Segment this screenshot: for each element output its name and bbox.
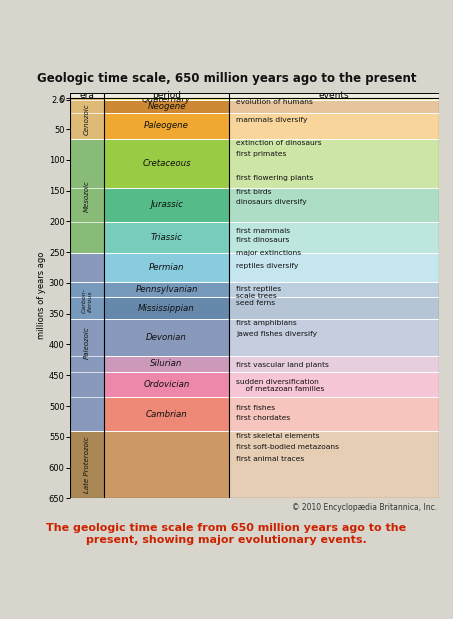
Text: dinosaurs diversify: dinosaurs diversify xyxy=(236,199,306,205)
Text: first flowering plants: first flowering plants xyxy=(236,175,313,181)
Text: reptiles diversify: reptiles diversify xyxy=(236,263,298,269)
Bar xyxy=(70,93,439,98)
Bar xyxy=(104,113,229,139)
Bar xyxy=(229,113,439,139)
Bar xyxy=(104,222,229,253)
Text: Mississippian: Mississippian xyxy=(138,304,195,313)
Text: The geologic time scale from 650 million years ago to the
present, showing major: The geologic time scale from 650 million… xyxy=(47,523,406,545)
Text: Paleogene: Paleogene xyxy=(144,121,189,130)
Bar xyxy=(229,371,439,397)
Text: first dinosaurs: first dinosaurs xyxy=(236,238,289,243)
Text: Cambrian: Cambrian xyxy=(146,410,188,418)
Text: © 2010 Encyclopædia Britannica, Inc.: © 2010 Encyclopædia Britannica, Inc. xyxy=(292,503,437,512)
Text: Carbon-
iferous: Carbon- iferous xyxy=(82,288,92,313)
Bar xyxy=(70,139,104,253)
Bar xyxy=(104,356,229,371)
Text: extinction of dinosaurs: extinction of dinosaurs xyxy=(236,141,321,146)
Bar xyxy=(104,431,229,498)
Bar xyxy=(104,371,229,397)
Bar xyxy=(104,253,229,282)
Bar xyxy=(70,253,104,431)
Text: first animal traces: first animal traces xyxy=(236,456,304,462)
Text: Pennsylvanian: Pennsylvanian xyxy=(135,285,198,294)
Text: sudden diversification
    of metazoan families: sudden diversification of metazoan famil… xyxy=(236,379,324,392)
Text: major extinctions: major extinctions xyxy=(236,250,301,256)
Text: Mesozoic: Mesozoic xyxy=(84,180,90,212)
Text: Cenozoic: Cenozoic xyxy=(84,103,90,134)
Text: events: events xyxy=(319,91,350,100)
Bar xyxy=(229,100,439,113)
Y-axis label: millions of years ago: millions of years ago xyxy=(37,252,46,339)
Bar xyxy=(70,282,104,319)
Text: Ordovician: Ordovician xyxy=(144,379,190,389)
Text: Quaternary: Quaternary xyxy=(142,95,191,104)
Bar xyxy=(229,282,439,297)
Text: first fishes: first fishes xyxy=(236,405,275,411)
Bar xyxy=(229,431,439,498)
Text: first mammals: first mammals xyxy=(236,228,290,233)
Text: Triassic: Triassic xyxy=(151,233,183,242)
Text: mammals diversify: mammals diversify xyxy=(236,117,307,123)
Bar xyxy=(229,356,439,371)
Bar xyxy=(229,98,439,100)
Text: first skeletal elements: first skeletal elements xyxy=(236,433,319,439)
Text: Devonian: Devonian xyxy=(146,333,187,342)
Bar xyxy=(104,397,229,431)
Text: first reptiles
scale trees
seed ferns: first reptiles scale trees seed ferns xyxy=(236,286,281,306)
Bar xyxy=(229,397,439,431)
Text: period: period xyxy=(152,91,181,100)
Text: first amphibians: first amphibians xyxy=(236,321,296,326)
Bar xyxy=(229,188,439,222)
Bar xyxy=(104,98,229,100)
Text: first soft-bodied metazoans: first soft-bodied metazoans xyxy=(236,444,338,449)
Text: Silurian: Silurian xyxy=(150,360,183,368)
Text: first birds: first birds xyxy=(236,189,271,195)
Text: first primates: first primates xyxy=(236,151,286,157)
Text: evolution of humans: evolution of humans xyxy=(236,99,313,105)
Text: Jurassic: Jurassic xyxy=(150,201,183,209)
Bar xyxy=(229,222,439,253)
Text: Late Proterozoic: Late Proterozoic xyxy=(84,436,90,493)
Bar xyxy=(229,253,439,282)
Text: Paleozoic: Paleozoic xyxy=(84,326,90,358)
Text: first vascular land plants: first vascular land plants xyxy=(236,361,328,368)
Bar xyxy=(70,98,104,139)
Bar xyxy=(104,319,229,356)
Bar xyxy=(104,100,229,113)
Text: Geologic time scale, 650 million years ago to the present: Geologic time scale, 650 million years a… xyxy=(37,72,416,85)
Text: Permian: Permian xyxy=(149,264,184,272)
Text: Cretaceous: Cretaceous xyxy=(142,159,191,168)
Text: era: era xyxy=(80,91,95,100)
Text: first chordates: first chordates xyxy=(236,415,290,421)
Bar xyxy=(104,188,229,222)
Bar xyxy=(104,139,229,188)
Bar xyxy=(229,319,439,356)
Text: jawed fishes diversify: jawed fishes diversify xyxy=(236,331,317,337)
Text: Neogene: Neogene xyxy=(147,102,186,111)
Bar xyxy=(229,297,439,319)
Bar xyxy=(104,297,229,319)
Bar xyxy=(229,139,439,188)
Bar xyxy=(104,282,229,297)
Bar xyxy=(70,431,104,498)
